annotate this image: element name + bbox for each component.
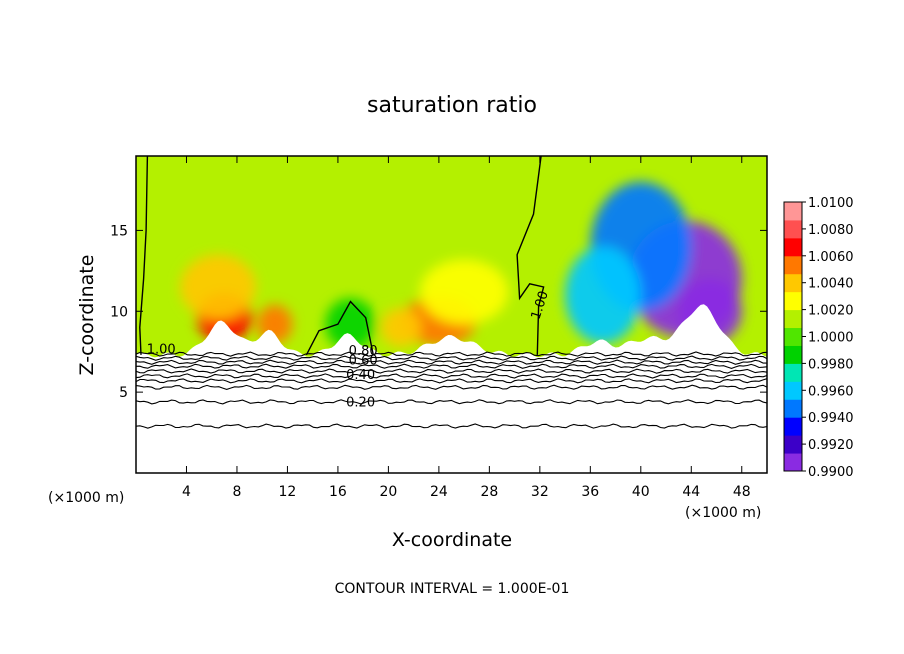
colorbar-segment xyxy=(784,417,802,436)
field-blob xyxy=(180,254,256,320)
colorbar-segment xyxy=(784,309,802,329)
field-blob xyxy=(565,246,641,344)
plot-area xyxy=(136,156,767,473)
contour-line xyxy=(136,423,767,429)
x-unit-left: (×1000 m) xyxy=(48,490,124,506)
colorbar-segment xyxy=(784,381,802,400)
x-tick-label: 40 xyxy=(632,484,650,500)
x-tick-label: 8 xyxy=(232,484,241,500)
contour-line xyxy=(136,359,767,365)
contour-label: 0.80 xyxy=(349,344,378,359)
field-blob xyxy=(325,298,376,351)
colorbar-label: 0.9920 xyxy=(808,438,854,453)
contour-label: 0.60 xyxy=(349,354,378,369)
x-tick-label: 4 xyxy=(182,484,191,500)
contour-label: 0.20 xyxy=(346,396,375,411)
colorbar-label: 0.9960 xyxy=(808,384,854,399)
x-tick-label: 24 xyxy=(430,484,448,500)
contour-line xyxy=(136,355,767,361)
contour-interval-note: CONTOUR INTERVAL = 1.000E-01 xyxy=(335,581,570,597)
plot-frame xyxy=(135,155,768,474)
colorbar-segment xyxy=(784,327,802,346)
y-tick-label: 15 xyxy=(110,223,128,239)
x-tick-label: 20 xyxy=(379,484,397,500)
terrain-white xyxy=(136,304,767,473)
y-axis-label: Z-coordinate xyxy=(76,255,98,376)
colorbar-segment xyxy=(784,273,802,293)
contour-label: 0.40 xyxy=(346,368,375,383)
colorbar-label: 1.0060 xyxy=(808,250,854,265)
field-blob xyxy=(419,259,509,325)
chart-title: saturation ratio xyxy=(367,93,537,118)
contour-label: 1.00 xyxy=(147,342,176,357)
colorbar-segment xyxy=(784,291,802,311)
x-tick-label: 48 xyxy=(733,484,751,500)
contour-line xyxy=(136,363,767,369)
colorbar-label: 1.0040 xyxy=(808,277,854,292)
x-tick-label: 32 xyxy=(531,484,549,500)
colorbar-label: 1.0100 xyxy=(808,196,854,211)
x-axis: 4 8 12 16 20 24 28 32 36 40 44 48 xyxy=(182,156,751,500)
x-unit-right: (×1000 m) xyxy=(685,505,761,521)
contour-line xyxy=(136,384,767,390)
colorbar-segment xyxy=(784,202,802,221)
colorbar-segment xyxy=(784,399,802,418)
x-tick-label: 36 xyxy=(581,484,599,500)
contour-line xyxy=(136,373,767,379)
x-tick-label: 44 xyxy=(682,484,700,500)
y-tick-label: 10 xyxy=(110,304,128,320)
contour-line xyxy=(136,368,767,374)
x-axis-label: X-coordinate xyxy=(392,529,512,551)
colorbar-segment xyxy=(784,255,802,275)
colorbar-label: 0.9900 xyxy=(808,465,854,480)
colorbar: 1.0100 1.0080 1.0060 1.0040 1.0020 1.0000 0.99… xyxy=(783,196,854,480)
contour-lines xyxy=(136,156,767,429)
colorbar-label: 0.9980 xyxy=(808,357,854,372)
y-tick-label: 5 xyxy=(119,385,128,401)
contour-line xyxy=(136,378,767,384)
colorbar-label: 1.0080 xyxy=(808,223,854,238)
contour-line-1-00 xyxy=(305,300,374,356)
x-tick-label: 16 xyxy=(329,484,347,500)
colorbar-segment xyxy=(784,453,802,472)
field-blob xyxy=(380,308,422,347)
colorbar-label: 0.9940 xyxy=(808,411,854,426)
x-tick-label: 12 xyxy=(279,484,297,500)
contour-line xyxy=(136,399,767,405)
colorbar-label: 1.0000 xyxy=(808,331,854,346)
colorbar-label: 1.0020 xyxy=(808,304,854,319)
contour-line-1-00 xyxy=(139,156,149,355)
terrain-mask xyxy=(136,304,767,473)
contour-line xyxy=(136,351,767,357)
y-axis: 5 10 15 xyxy=(110,223,767,401)
colorbar-segment xyxy=(784,363,802,382)
colorbar-segment xyxy=(784,219,802,239)
x-tick-label: 28 xyxy=(480,484,498,500)
colorbar-segment xyxy=(784,237,802,257)
colorbar-segment xyxy=(784,435,802,454)
colorbar-segment xyxy=(784,345,802,364)
contour-line-1-00 xyxy=(516,156,545,355)
